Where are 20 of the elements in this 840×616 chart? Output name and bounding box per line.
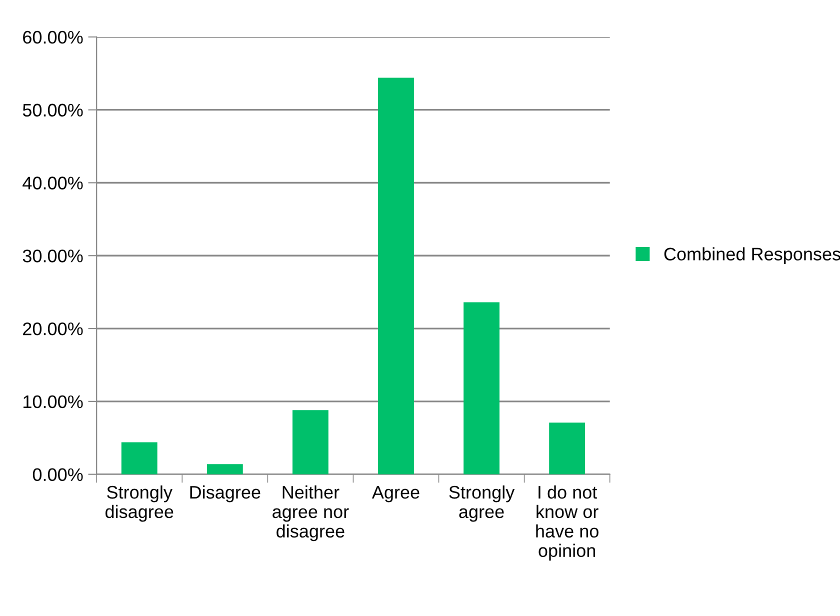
x-tick-label: I do not know or have no opinion: [536, 485, 598, 561]
x-tick-label: Neither agree nor disagree: [272, 485, 349, 542]
bar: [549, 422, 586, 474]
x-tick-label: Strongly disagree: [106, 485, 174, 522]
legend-label: Combined Responses: [664, 247, 840, 264]
y-tick-label: 10.00%: [24, 395, 83, 408]
y-tick-label: 60.00%: [23, 30, 83, 44]
bar: [464, 302, 500, 474]
x-tick-label: Disagree: [190, 485, 260, 502]
x-tick-label: Strongly agree: [449, 485, 515, 522]
bar: [121, 442, 158, 474]
bar: [292, 410, 328, 474]
y-tick-label: 40.00%: [22, 176, 83, 190]
bar: [206, 464, 243, 474]
y-tick-label: 30.00%: [22, 250, 83, 262]
bar: [378, 78, 414, 474]
x-tick-label: Agree: [372, 486, 420, 502]
y-tick-label: 0.00%: [32, 468, 83, 482]
y-tick-label: 50.00%: [22, 104, 83, 117]
y-tick-label: 20.00%: [23, 322, 83, 336]
